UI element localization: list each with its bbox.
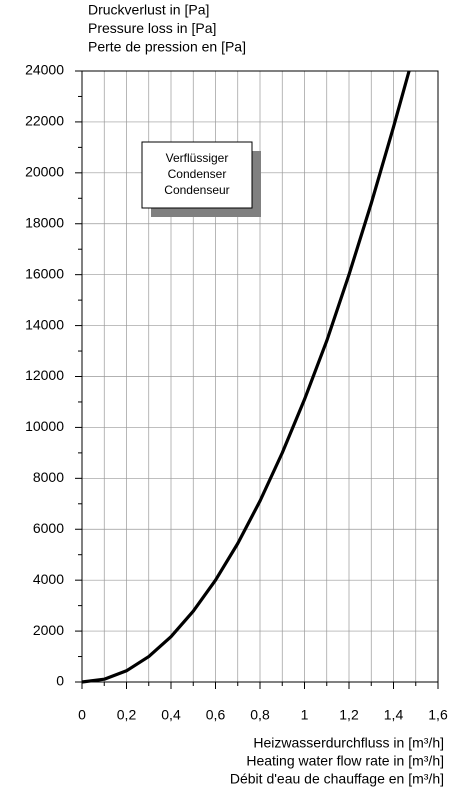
x-tick-label: 1,2	[339, 707, 359, 723]
y-tick-label: 4000	[33, 571, 64, 587]
annotation: Condenser	[168, 167, 227, 181]
x-tick-label: 1	[301, 707, 309, 723]
y-tick-label: 2000	[33, 622, 64, 638]
x-tick-label: 0,2	[117, 707, 137, 723]
y-tick-label: 8000	[33, 469, 64, 485]
y-tick-label: 24000	[25, 62, 64, 78]
x-tick-label: 1,6	[428, 707, 448, 723]
x-tick-label: 0,8	[250, 707, 270, 723]
x-tick-label: 0,4	[161, 707, 181, 723]
y-tick-label: 22000	[25, 113, 64, 129]
legend-box	[141, 141, 253, 209]
y-tick-label: 16000	[25, 265, 64, 281]
annotation: Verflüssiger	[166, 151, 229, 165]
curve	[81, 70, 411, 684]
y-tick-label: 10000	[25, 418, 64, 434]
y-tick-label: 20000	[25, 164, 64, 180]
y-axis-label: Pressure loss in [Pa]	[88, 20, 216, 36]
y-axis-label: Perte de pression en [Pa]	[88, 39, 246, 55]
x-tick-label: 0	[78, 707, 86, 723]
y-tick-label: 18000	[25, 214, 64, 230]
x-axis-label: Heizwasserdurchfluss in [m³/h]	[253, 735, 444, 751]
plot-frame	[81, 70, 439, 683]
annotation: Condenseur	[164, 183, 229, 197]
x-tick-label: 0,6	[206, 707, 226, 723]
y-axis-label: Druckverlust in [Pa]	[88, 2, 209, 18]
x-tick-label: 1,4	[384, 707, 404, 723]
y-tick-label: 14000	[25, 316, 64, 332]
x-axis-label: Heating water flow rate in [m³/h]	[246, 753, 444, 769]
y-tick-label: 0	[56, 673, 64, 689]
x-axis-label: Débit d'eau de chauffage en [m³/h]	[230, 771, 444, 787]
y-tick-label: 12000	[25, 367, 64, 383]
y-tick-label: 6000	[33, 520, 64, 536]
